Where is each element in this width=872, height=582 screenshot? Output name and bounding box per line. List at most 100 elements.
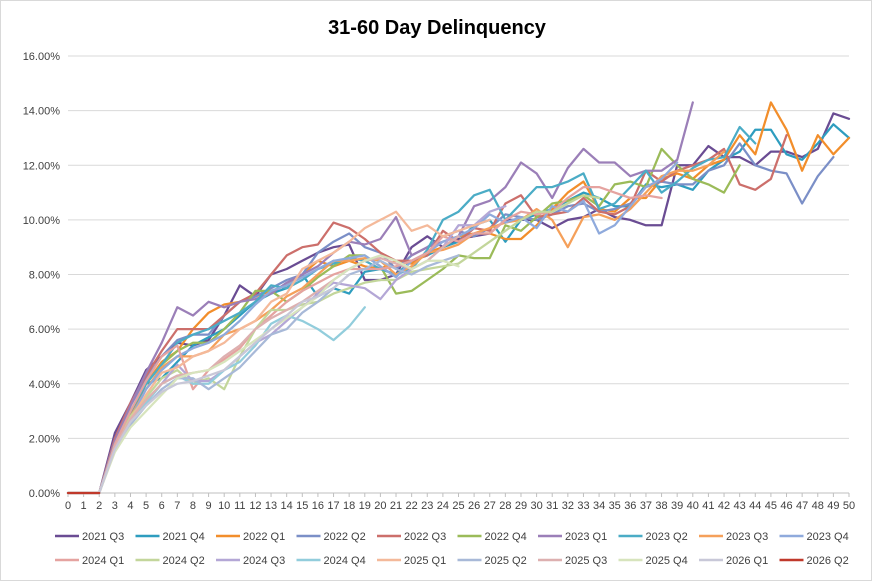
y-tick-label: 14.00% [23, 106, 61, 118]
x-tick-label: 1 [81, 500, 87, 512]
legend-label-2025-q4: 2025 Q4 [646, 555, 688, 567]
chart-title: 31-60 Day Delinquency [328, 17, 547, 39]
x-tick-label: 18 [343, 500, 355, 512]
legend-label-2023-q4: 2023 Q4 [807, 531, 849, 543]
x-tick-label: 48 [812, 500, 824, 512]
y-tick-label: 10.00% [23, 215, 61, 227]
y-tick-label: 0.00% [29, 488, 60, 500]
legend-label-2024-q1: 2024 Q1 [82, 555, 124, 567]
x-tick-label: 45 [765, 500, 777, 512]
legend-label-2026-q1: 2026 Q1 [726, 555, 768, 567]
series-line-2023-q1 [66, 101, 694, 495]
x-tick-label: 41 [702, 500, 714, 512]
x-tick-label: 28 [499, 500, 511, 512]
y-tick-label: 6.00% [29, 324, 60, 336]
legend-label-2022-q2: 2022 Q2 [324, 531, 366, 543]
x-tick-label: 2 [96, 500, 102, 512]
x-tick-label: 4 [127, 500, 133, 512]
x-tick-label: 0 [65, 500, 71, 512]
x-tick-label: 8 [190, 500, 196, 512]
legend-label-2023-q1: 2023 Q1 [565, 531, 607, 543]
x-tick-label: 34 [593, 500, 605, 512]
x-tick-label: 38 [655, 500, 667, 512]
x-tick-label: 23 [421, 500, 433, 512]
series-line-2022-q2 [66, 142, 835, 495]
x-tick-label: 43 [734, 500, 746, 512]
x-tick-label: 46 [780, 500, 792, 512]
x-tick-label: 14 [281, 500, 293, 512]
legend: 2021 Q3 2021 Q4 2022 Q1 2022 Q2 2022 Q3 2022 … [55, 531, 849, 567]
x-tick-label: 35 [609, 500, 621, 512]
x-tick-label: 31 [546, 500, 558, 512]
y-tick-label: 8.00% [29, 270, 60, 282]
legend-label-2023-q2: 2023 Q2 [646, 531, 688, 543]
x-tick-label: 40 [687, 500, 699, 512]
series-lines [66, 101, 851, 495]
x-tick-label: 25 [452, 500, 464, 512]
x-axis-ticks: 0 1 2 3 4 5 6 7 8 9 10 11 12 13 14 15 16 17 18 19 20 21 22 23 24… [65, 493, 855, 512]
series-line-2022-q1 [66, 101, 851, 495]
series-line-2023-q4 [66, 161, 679, 495]
x-tick-label: 24 [437, 500, 449, 512]
y-tick-label: 16.00% [23, 51, 61, 63]
legend-label-2024-q3: 2024 Q3 [243, 555, 285, 567]
x-tick-label: 50 [843, 500, 855, 512]
legend-label-2024-q2: 2024 Q2 [163, 555, 205, 567]
series-line-2024-q1 [66, 185, 663, 495]
series-line-2026-q1 [66, 273, 351, 495]
y-tick-label: 12.00% [23, 160, 61, 172]
legend-label-2025-q2: 2025 Q2 [485, 555, 527, 567]
x-tick-label: 36 [624, 500, 636, 512]
x-tick-label: 42 [718, 500, 730, 512]
x-tick-label: 3 [112, 500, 118, 512]
x-tick-label: 44 [749, 500, 761, 512]
x-tick-label: 19 [359, 500, 371, 512]
legend-label-2022-q1: 2022 Q1 [243, 531, 285, 543]
x-tick-label: 27 [484, 500, 496, 512]
y-tick-label: 4.00% [29, 379, 60, 391]
series-line-2025-q2 [66, 254, 460, 495]
x-tick-label: 13 [265, 500, 277, 512]
x-tick-label: 49 [827, 500, 839, 512]
y-tick-label: 2.00% [29, 433, 60, 445]
x-tick-label: 26 [468, 500, 480, 512]
gridlines [68, 55, 849, 494]
legend-label-2023-q3: 2023 Q3 [726, 531, 768, 543]
x-tick-label: 20 [374, 500, 386, 512]
x-tick-label: 21 [390, 500, 402, 512]
x-tick-label: 11 [234, 500, 245, 512]
series-line-2025-q3 [66, 235, 460, 495]
legend-label-2024-q4: 2024 Q4 [324, 555, 366, 567]
legend-label-2025-q3: 2025 Q3 [565, 555, 607, 567]
x-tick-label: 9 [206, 500, 212, 512]
x-tick-label: 15 [296, 500, 308, 512]
x-tick-label: 30 [530, 500, 542, 512]
series-line-2022-q3 [66, 134, 788, 495]
legend-label-2021-q3: 2021 Q3 [82, 531, 124, 543]
x-tick-label: 5 [143, 500, 149, 512]
x-tick-label: 37 [640, 500, 652, 512]
y-axis-ticks: 0.00% 2.00% 4.00% 6.00% 8.00% 10.00% 12.00% 14.… [23, 51, 61, 500]
series-line-2025-q1 [66, 210, 491, 495]
x-tick-label: 16 [312, 500, 324, 512]
series-line-2021-q3 [66, 112, 851, 495]
legend-label-2026-q2: 2026 Q2 [807, 555, 849, 567]
x-tick-label: 39 [671, 500, 683, 512]
series-line-2024-q2 [66, 194, 601, 495]
x-tick-label: 7 [174, 500, 180, 512]
x-tick-label: 12 [249, 500, 261, 512]
legend-label-2022-q4: 2022 Q4 [485, 531, 527, 543]
legend-label-2025-q1: 2025 Q1 [404, 555, 446, 567]
x-tick-label: 6 [159, 500, 165, 512]
x-tick-label: 29 [515, 500, 527, 512]
x-tick-label: 10 [218, 500, 230, 512]
x-tick-label: 17 [327, 500, 339, 512]
x-tick-label: 32 [562, 500, 574, 512]
x-tick-label: 33 [577, 500, 589, 512]
x-tick-label: 47 [796, 500, 808, 512]
legend-label-2021-q4: 2021 Q4 [163, 531, 205, 543]
legend-label-2022-q3: 2022 Q3 [404, 531, 446, 543]
x-tick-label: 22 [406, 500, 418, 512]
